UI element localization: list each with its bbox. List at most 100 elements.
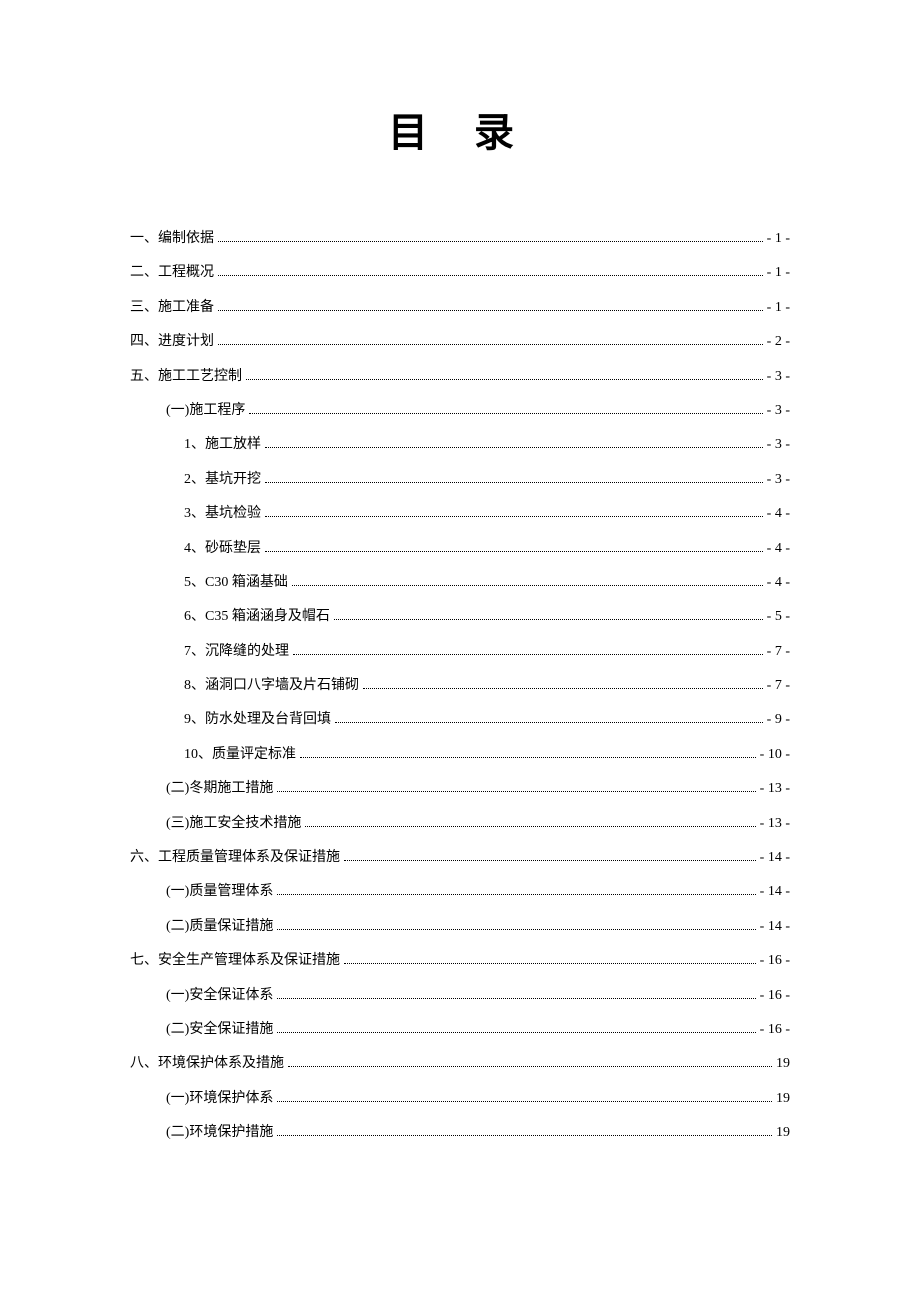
toc-page-number: - 3 - (767, 400, 790, 422)
toc-page-number: - 16 - (760, 1019, 790, 1041)
toc-page-number: - 1 - (767, 262, 790, 284)
toc-page-number: - 10 - (760, 744, 790, 766)
toc-page-number: - 3 - (767, 366, 790, 388)
toc-page-number: - 13 - (760, 778, 790, 800)
toc-label: 八、环境保护体系及措施 (130, 1053, 284, 1075)
toc-leader-dots (277, 1101, 772, 1102)
toc-leader-dots (277, 1135, 772, 1136)
toc-page-number: - 14 - (760, 916, 790, 938)
toc-page-number: - 14 - (760, 847, 790, 869)
toc-item: 八、环境保护体系及措施 19 (130, 1053, 790, 1075)
toc-item: (二)冬期施工措施 - 13 - (130, 778, 790, 800)
toc-label: (二)冬期施工措施 (166, 778, 273, 800)
toc-leader-dots (344, 963, 756, 964)
toc-page-number: - 7 - (767, 675, 790, 697)
toc-label: 1、施工放样 (184, 434, 261, 456)
toc-leader-dots (292, 585, 763, 586)
toc-page-number: - 4 - (767, 503, 790, 525)
toc-item: (一)环境保护体系 19 (130, 1088, 790, 1110)
toc-label: (一)质量管理体系 (166, 881, 273, 903)
toc-label: 2、基坑开挖 (184, 469, 261, 491)
toc-item: 3、基坑检验 - 4 - (130, 503, 790, 525)
toc-label: 一、编制依据 (130, 228, 214, 250)
toc-leader-dots (334, 619, 763, 620)
toc-leader-dots (277, 791, 755, 792)
toc-leader-dots (249, 413, 762, 414)
toc-label: 6、C35 箱涵涵身及帽石 (184, 606, 330, 628)
toc-page-number: - 3 - (767, 469, 790, 491)
toc-leader-dots (277, 929, 755, 930)
toc-page-number: - 13 - (760, 813, 790, 835)
toc-item: (一)安全保证体系 - 16 - (130, 985, 790, 1007)
toc-label: (二)质量保证措施 (166, 916, 273, 938)
toc-page-number: - 1 - (767, 228, 790, 250)
toc-page-number: - 3 - (767, 434, 790, 456)
toc-label: 8、涵洞口八字墙及片石铺砌 (184, 675, 359, 697)
toc-label: 3、基坑检验 (184, 503, 261, 525)
toc-label: 9、防水处理及台背回填 (184, 709, 331, 731)
toc-page-number: - 4 - (767, 572, 790, 594)
toc-label: 三、施工准备 (130, 297, 214, 319)
toc-item: 2、基坑开挖 - 3 - (130, 469, 790, 491)
toc-label: (一)环境保护体系 (166, 1088, 273, 1110)
toc-page-number: - 16 - (760, 985, 790, 1007)
toc-leader-dots (265, 516, 763, 517)
toc-page-number: - 4 - (767, 538, 790, 560)
toc-leader-dots (218, 241, 763, 242)
toc-page-number: - 9 - (767, 709, 790, 731)
toc-page-number: - 16 - (760, 950, 790, 972)
toc-item: 10、质量评定标准 - 10 - (130, 744, 790, 766)
toc-page-number: 19 (776, 1053, 790, 1075)
toc-item: 7、沉降缝的处理 - 7 - (130, 641, 790, 663)
toc-page-number: - 2 - (767, 331, 790, 353)
toc-leader-dots (218, 310, 763, 311)
toc-label: (一)安全保证体系 (166, 985, 273, 1007)
toc-leader-dots (277, 1032, 755, 1033)
toc-page-number: 19 (776, 1088, 790, 1110)
toc-item: (一)施工程序- 3 - (130, 400, 790, 422)
page-title: 目 录 (130, 100, 790, 158)
toc-item: 五、施工工艺控制- 3 - (130, 366, 790, 388)
toc-leader-dots (305, 826, 755, 827)
toc-leader-dots (265, 447, 763, 448)
toc-leader-dots (246, 379, 763, 380)
toc-item: (二)安全保证措施 - 16 - (130, 1019, 790, 1041)
toc-leader-dots (277, 998, 755, 999)
toc-item: (二)环境保护措施19 (130, 1122, 790, 1144)
toc-item: 1、施工放样 - 3 - (130, 434, 790, 456)
toc-leader-dots (277, 894, 755, 895)
toc-label: 七、安全生产管理体系及保证措施 (130, 950, 340, 972)
toc-leader-dots (300, 757, 756, 758)
toc-leader-dots (265, 482, 763, 483)
toc-label: 4、砂砾垫层 (184, 538, 261, 560)
toc-item: 六、工程质量管理体系及保证措施 - 14 - (130, 847, 790, 869)
toc-item: 5、C30 箱涵基础 - 4 - (130, 572, 790, 594)
toc-item: 8、涵洞口八字墙及片石铺砌 - 7 - (130, 675, 790, 697)
toc-item: 七、安全生产管理体系及保证措施 - 16 - (130, 950, 790, 972)
toc-leader-dots (293, 654, 763, 655)
toc-label: 7、沉降缝的处理 (184, 641, 289, 663)
toc-label: 六、工程质量管理体系及保证措施 (130, 847, 340, 869)
toc-label: (三)施工安全技术措施 (166, 813, 301, 835)
toc-page-number: 19 (776, 1122, 790, 1144)
toc-item: 9、防水处理及台背回填 - 9 - (130, 709, 790, 731)
toc-item: 三、施工准备- 1 - (130, 297, 790, 319)
table-of-contents: 一、编制依据- 1 -二、工程概况- 1 -三、施工准备- 1 -四、进度计划-… (130, 228, 790, 1145)
toc-item: (三)施工安全技术措施 - 13 - (130, 813, 790, 835)
toc-page-number: - 5 - (767, 606, 790, 628)
toc-label: (二)安全保证措施 (166, 1019, 273, 1041)
toc-item: 4、砂砾垫层 - 4 - (130, 538, 790, 560)
toc-page-number: - 7 - (767, 641, 790, 663)
toc-leader-dots (344, 860, 756, 861)
toc-leader-dots (218, 275, 763, 276)
toc-label: 二、工程概况 (130, 262, 214, 284)
toc-leader-dots (363, 688, 763, 689)
toc-label: 5、C30 箱涵基础 (184, 572, 288, 594)
toc-label: 10、质量评定标准 (184, 744, 296, 766)
toc-item: (二)质量保证措施 - 14 - (130, 916, 790, 938)
toc-leader-dots (288, 1066, 772, 1067)
toc-item: 6、C35 箱涵涵身及帽石 - 5 - (130, 606, 790, 628)
toc-item: (一)质量管理体系- 14 - (130, 881, 790, 903)
toc-item: 二、工程概况 - 1 - (130, 262, 790, 284)
toc-leader-dots (218, 344, 763, 345)
